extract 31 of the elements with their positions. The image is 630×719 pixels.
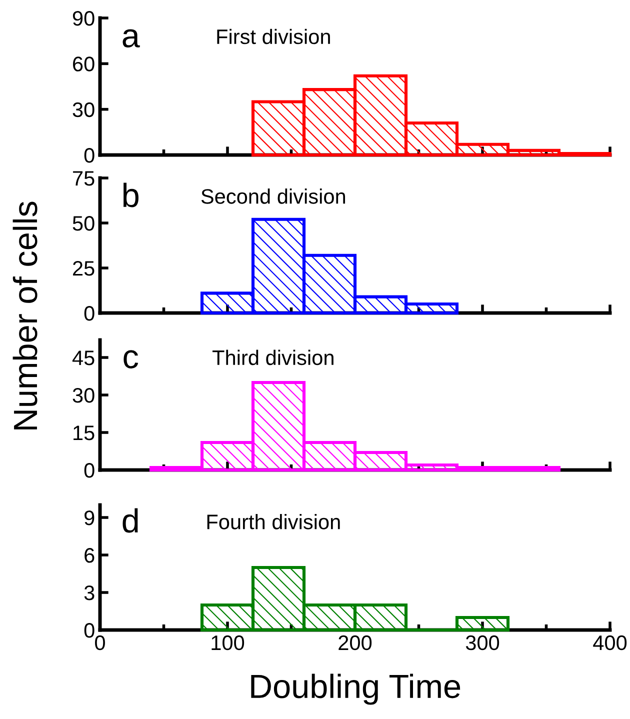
chart-title: First division	[217, 28, 330, 44]
y-tick-label: 6	[84, 548, 94, 563]
y-tick-label: 75	[73, 171, 94, 186]
y-tick-label: 45	[72, 350, 94, 366]
chart-title: Second division	[201, 188, 346, 204]
x-tick-label: 400	[593, 635, 627, 650]
x-tick-label: 100	[212, 635, 244, 650]
y-tick-label: 60	[73, 56, 94, 72]
y-axis-title: Number of cells	[12, 202, 38, 430]
y-tick-label: 0	[84, 148, 94, 163]
x-tick-label: 200	[338, 635, 372, 650]
x-tick-label: 300	[466, 635, 500, 650]
y-tick-label: 30	[72, 102, 94, 118]
y-tick-label: 0	[84, 623, 94, 638]
y-tick-label: 90	[72, 11, 94, 26]
y-tick-label: 15	[74, 426, 94, 440]
y-tick-label: 30	[72, 388, 94, 403]
annotation: a	[122, 29, 140, 48]
annotation: c	[124, 350, 138, 368]
x-axis-title: Doubling Time	[251, 674, 460, 705]
annotation: b	[123, 182, 138, 208]
y-tick-label: 3	[84, 586, 94, 600]
y-tick-label: 0	[84, 306, 94, 321]
y-tick-label: 25	[73, 261, 94, 276]
y-tick-label: 0	[84, 463, 94, 478]
x-tick-label: 0	[95, 635, 105, 650]
y-tick-label: 50	[72, 216, 94, 231]
y-tick-label: 9	[84, 510, 94, 526]
annotation: d	[122, 508, 138, 533]
chart-title: Fourth division	[207, 514, 340, 530]
chart-title: Third division	[212, 350, 334, 366]
